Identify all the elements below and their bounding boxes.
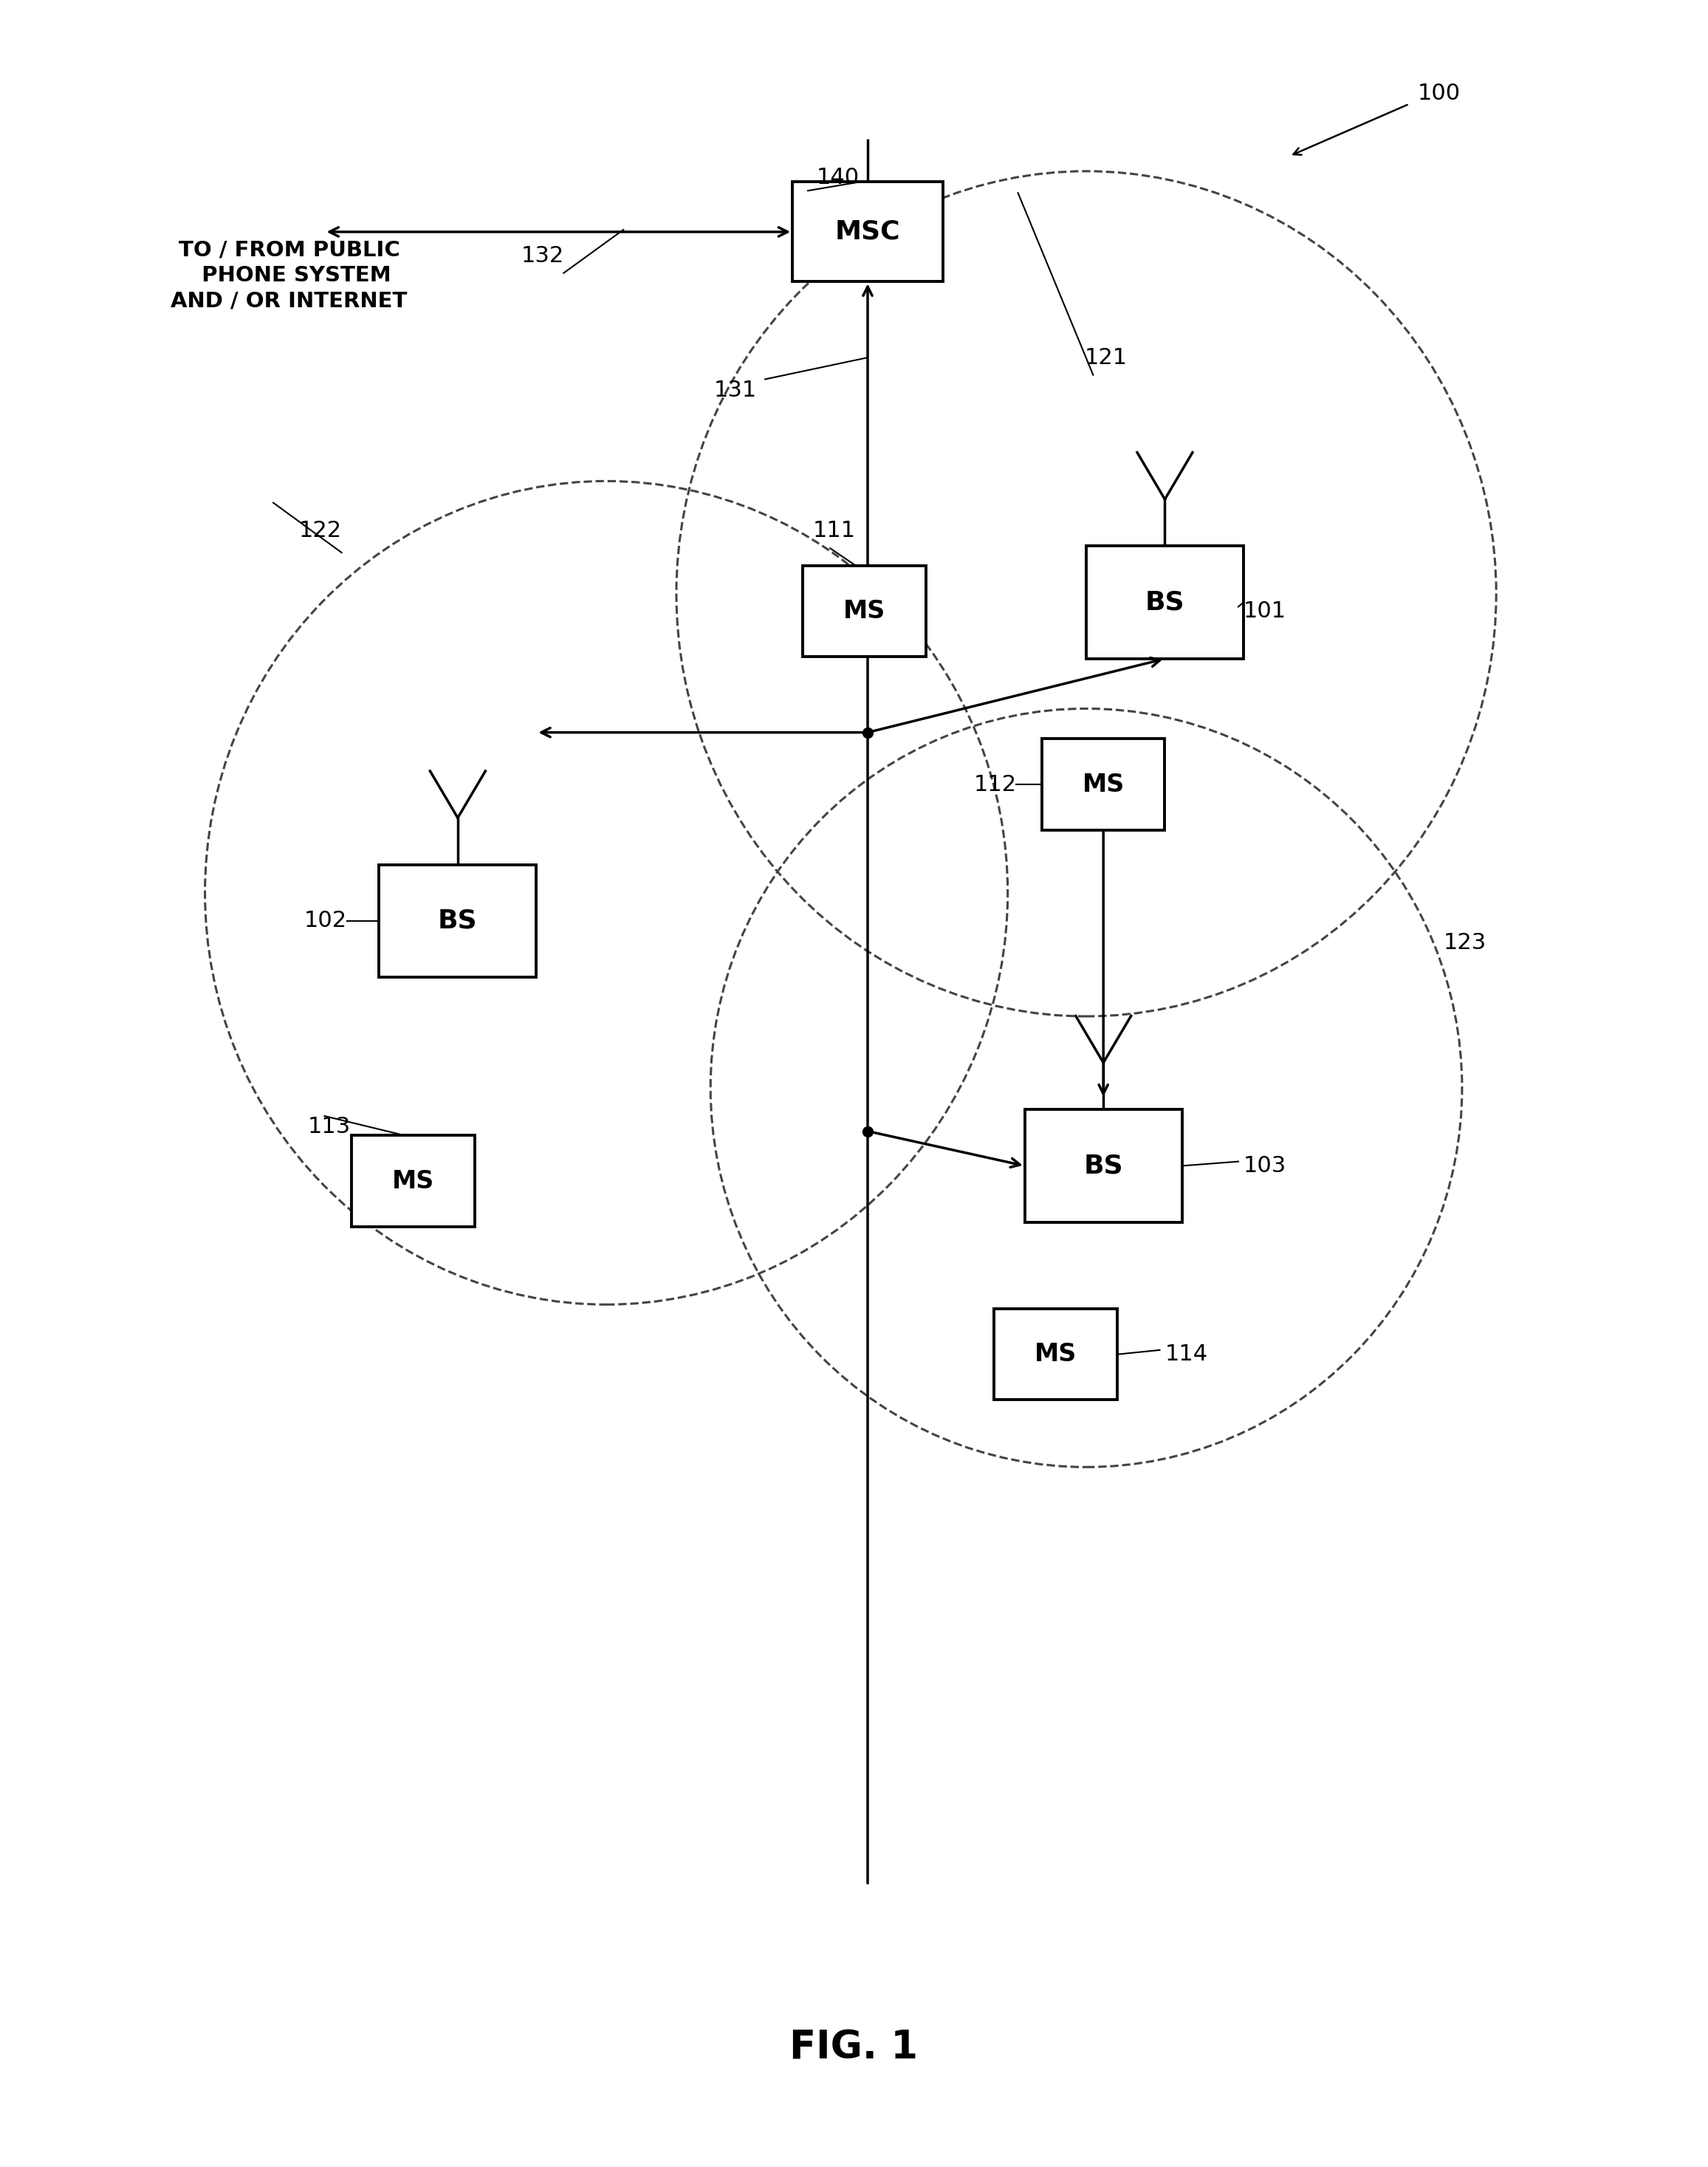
FancyBboxPatch shape	[994, 1309, 1117, 1400]
Text: 100: 100	[1418, 82, 1460, 104]
FancyBboxPatch shape	[803, 566, 926, 657]
Text: FIG. 1: FIG. 1	[789, 2028, 919, 2067]
Text: MS: MS	[1083, 771, 1124, 797]
FancyBboxPatch shape	[1086, 546, 1243, 659]
Text: 112: 112	[974, 774, 1016, 795]
Text: MS: MS	[1035, 1341, 1076, 1367]
Text: BS: BS	[437, 908, 478, 934]
FancyBboxPatch shape	[379, 865, 536, 977]
Text: 132: 132	[521, 245, 564, 267]
Text: 123: 123	[1443, 932, 1486, 953]
Text: MS: MS	[844, 598, 885, 624]
Text: 122: 122	[299, 520, 342, 542]
Text: 114: 114	[1165, 1344, 1208, 1365]
Text: BS: BS	[1083, 1153, 1124, 1179]
FancyBboxPatch shape	[1042, 739, 1165, 830]
Text: 140: 140	[816, 167, 859, 189]
Text: 103: 103	[1243, 1155, 1286, 1177]
Text: 113: 113	[307, 1116, 350, 1138]
Text: TO / FROM PUBLIC
  PHONE SYSTEM
AND / OR INTERNET: TO / FROM PUBLIC PHONE SYSTEM AND / OR I…	[171, 238, 408, 312]
Text: 111: 111	[813, 520, 856, 542]
FancyBboxPatch shape	[352, 1136, 475, 1227]
FancyBboxPatch shape	[793, 182, 943, 282]
Text: 102: 102	[304, 910, 347, 932]
Text: MSC: MSC	[835, 219, 900, 245]
Text: BS: BS	[1144, 589, 1185, 615]
FancyBboxPatch shape	[1025, 1110, 1182, 1222]
Text: 121: 121	[1085, 347, 1127, 368]
Text: MS: MS	[393, 1168, 434, 1194]
Text: 101: 101	[1243, 600, 1286, 622]
Text: 131: 131	[714, 379, 757, 401]
